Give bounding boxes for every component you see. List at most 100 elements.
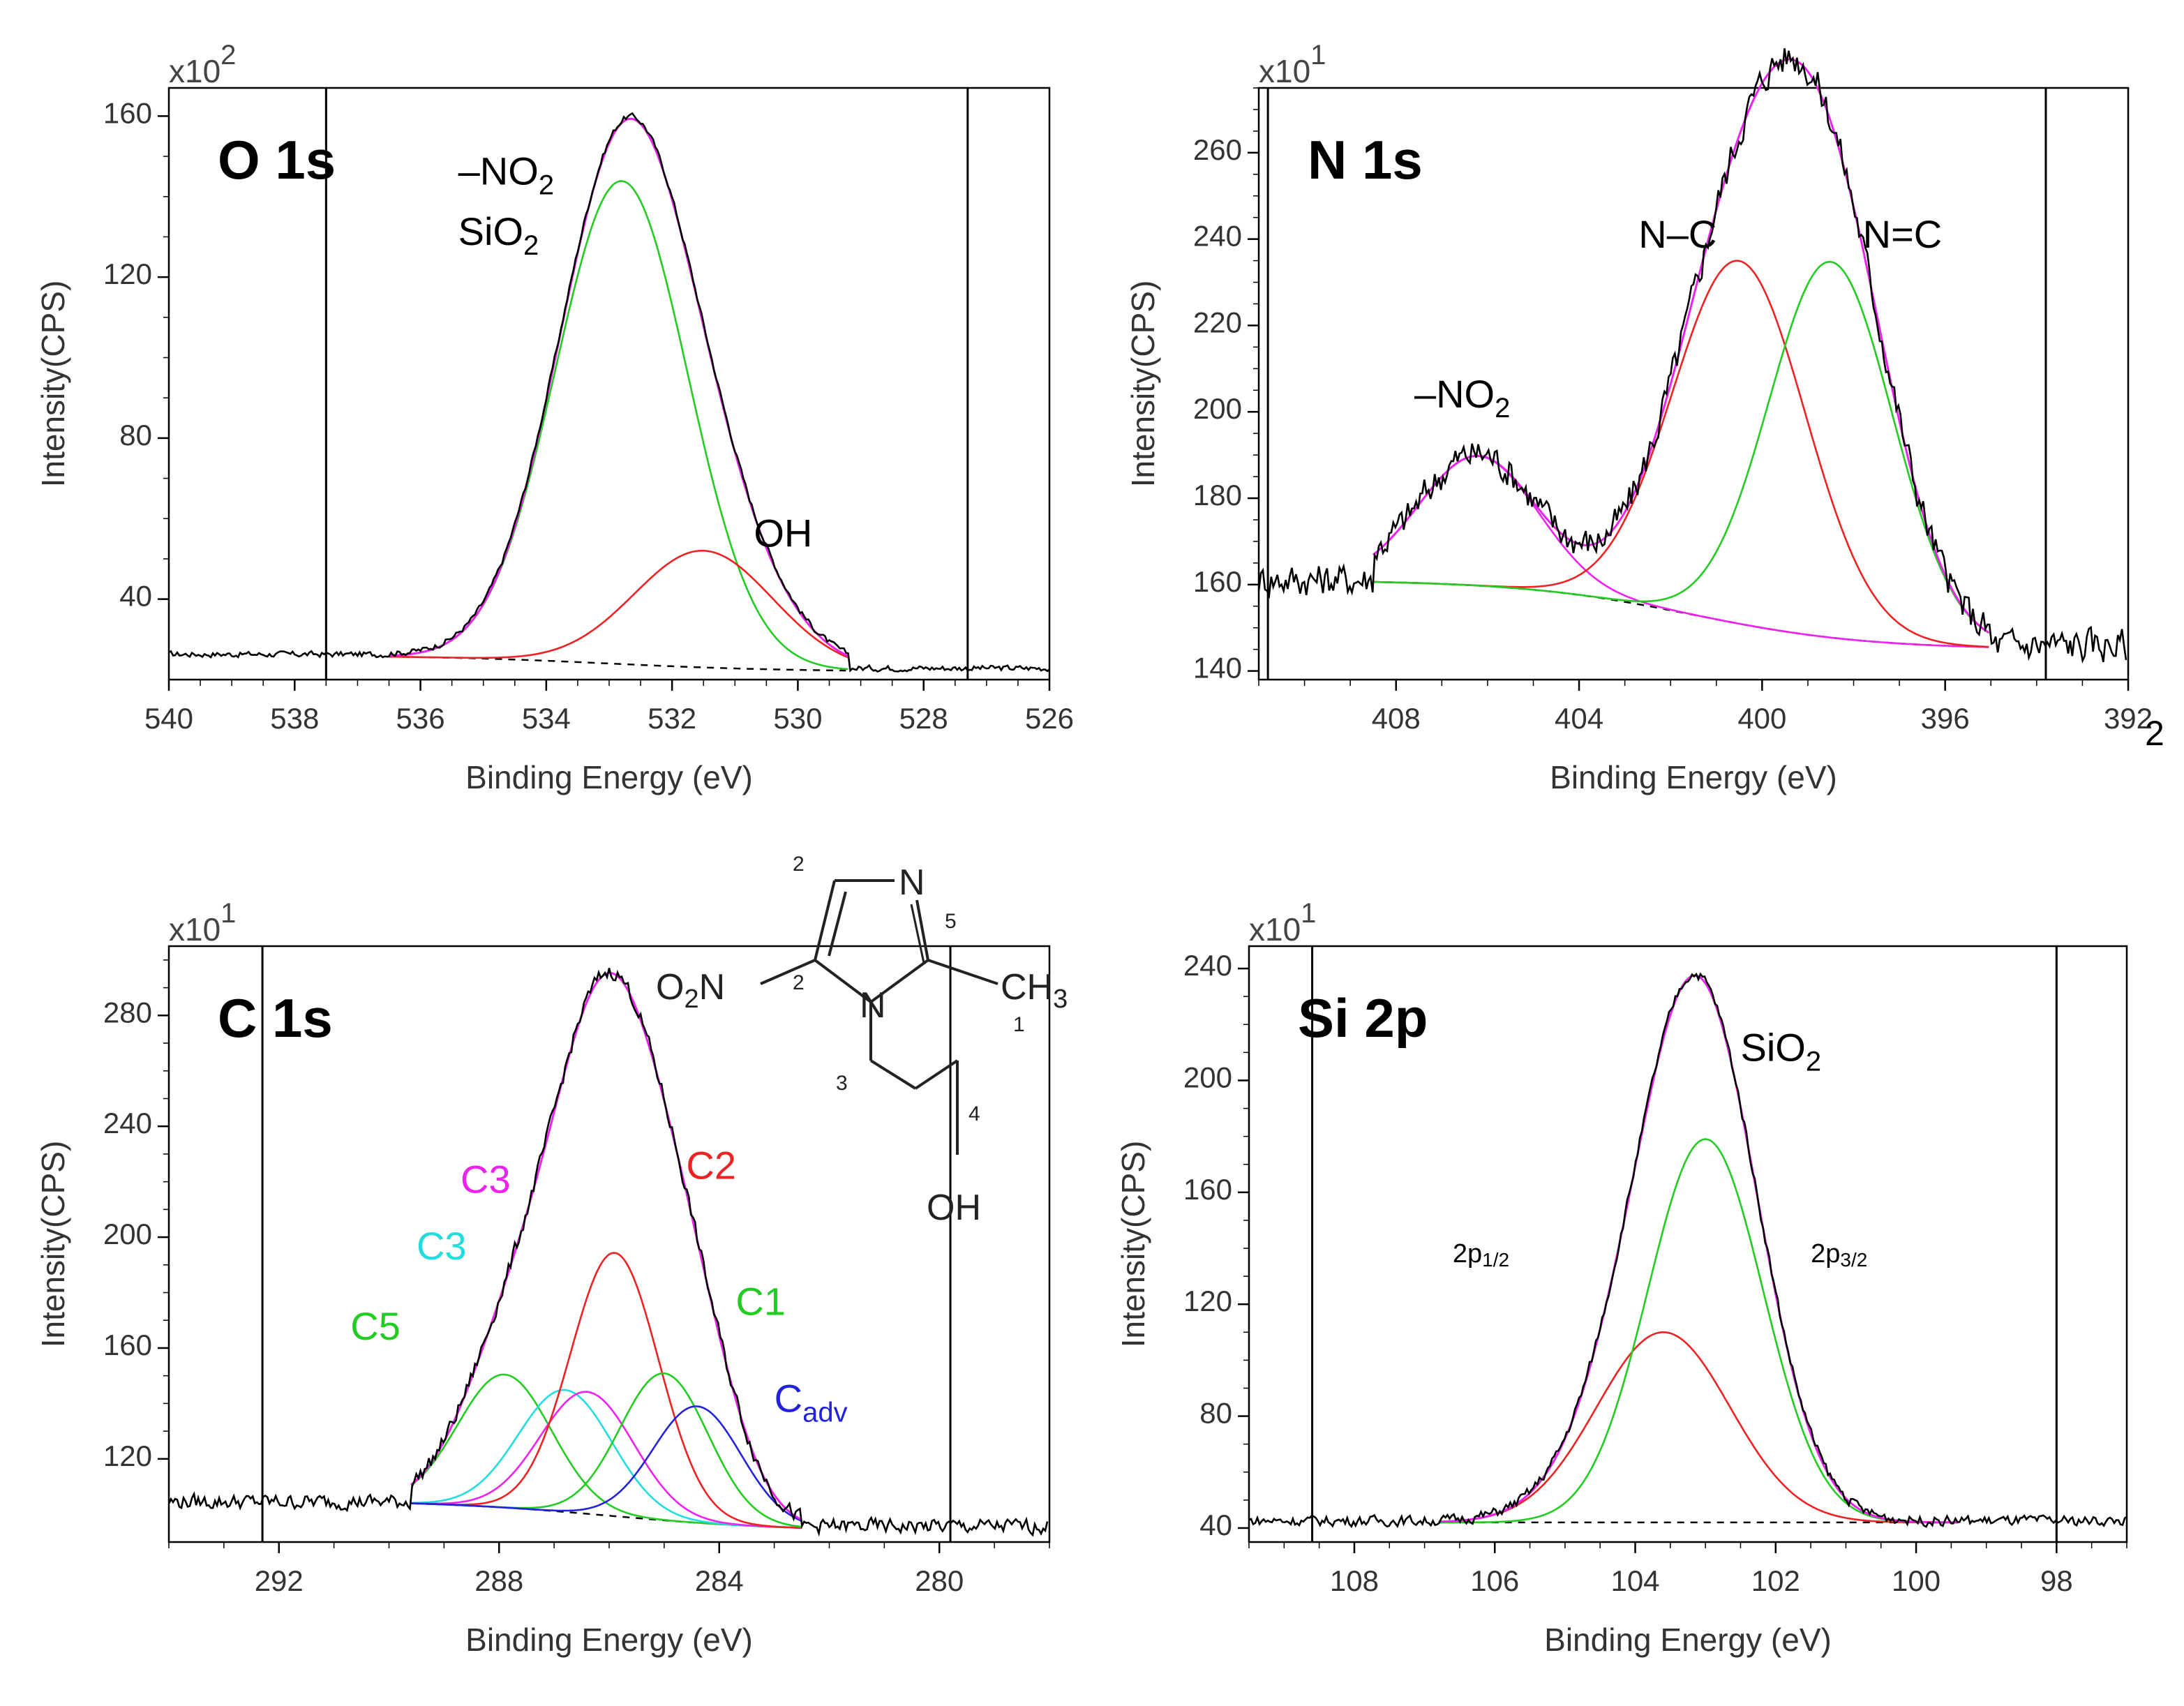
x-tick-label: 532 — [648, 702, 696, 735]
y-axis-label: Intensity(CPS) — [1115, 1141, 1151, 1348]
raw-spectrum — [1248, 972, 2127, 1529]
bond-line — [828, 891, 847, 957]
x-tick-label: 400 — [1737, 702, 1786, 735]
x-axis-label: Binding Energy (eV) — [465, 1622, 753, 1658]
fit-envelope — [1438, 974, 1959, 1524]
panel-title: O 1s — [218, 129, 336, 190]
panel-title: N 1s — [1308, 129, 1423, 190]
axis-multiplier-exponent: 1 — [1301, 898, 1316, 929]
y-tick-label: 260 — [1193, 133, 1242, 166]
axis-multiplier-exponent: 1 — [220, 898, 236, 929]
n1s-extra-tick-digit: 2 — [2145, 714, 2164, 753]
y-tick-label: 120 — [1183, 1285, 1232, 1317]
peak-annotation: –NO2 — [458, 149, 554, 200]
x-tick-label: 106 — [1470, 1564, 1519, 1597]
peak-annotation-subscript: 2 — [539, 170, 554, 200]
y-axis-label: Intensity(CPS) — [35, 1141, 71, 1348]
peak-annotation-subscript: 2 — [523, 230, 539, 261]
y-tick-label: 80 — [1199, 1397, 1232, 1430]
panel-title: C 1s — [218, 987, 333, 1049]
molecule-hydroxyl: OH — [927, 1188, 981, 1228]
x-tick-label: 540 — [144, 702, 193, 735]
panel-title: Si 2p — [1298, 987, 1428, 1049]
fit-component-1 — [1438, 1331, 1959, 1524]
bond-line — [814, 959, 872, 1003]
peak-annotation: C5 — [350, 1304, 401, 1348]
y-tick-label: 140 — [1193, 652, 1242, 684]
molecule-nitro-n: N — [699, 967, 726, 1008]
peak-annotation: N–C — [1638, 212, 1716, 256]
peak-annotation-subscript: 1/2 — [1482, 1249, 1509, 1271]
x-tick-label: 526 — [1025, 702, 1074, 735]
x-tick-label: 280 — [915, 1564, 964, 1597]
fit-envelope — [410, 972, 802, 1521]
y-tick-label: 160 — [103, 96, 152, 129]
carbon-position-number: 5 — [945, 910, 957, 933]
peak-annotation-subscript: 2 — [1495, 393, 1510, 424]
plot-frame — [1248, 945, 2128, 1543]
y-tick-label: 240 — [1183, 949, 1232, 982]
molecule-ring-n: N — [899, 862, 925, 903]
carbon-position-number: 1 — [1013, 1013, 1025, 1036]
x-tick-label: 292 — [255, 1564, 304, 1597]
x-axis-label: Binding Energy (eV) — [1544, 1622, 1832, 1658]
raw-spectrum — [167, 968, 1049, 1537]
x-tick-label: 392 — [2104, 702, 2153, 735]
panel-n1s: 408 404 400 396 392 140 160 180 200 220 240 260 Bind… — [1125, 40, 2153, 795]
x-tick-label: 536 — [396, 702, 445, 735]
y-tick-label: 220 — [1193, 306, 1242, 338]
x-tick-label: 408 — [1372, 702, 1421, 735]
y-tick-label: 240 — [1193, 220, 1242, 253]
molecule-nitro-subscript: 2 — [684, 985, 698, 1014]
bond-line — [869, 1059, 917, 1090]
x-tick-label: 538 — [270, 702, 319, 735]
x-axis-label: Binding Energy (eV) — [1550, 759, 1837, 795]
y-tick-label: 240 — [103, 1107, 152, 1139]
y-tick-label: 200 — [103, 1218, 152, 1250]
peak-annotation: N=C — [1863, 212, 1943, 256]
molecule-methyl-subscript: 3 — [1053, 985, 1068, 1014]
y-tick-label: 200 — [1183, 1061, 1232, 1093]
raw-spectrum — [168, 112, 1050, 673]
bond-line — [869, 959, 929, 1003]
y-tick-label: 40 — [1199, 1509, 1232, 1541]
peak-annotation: C3 — [461, 1158, 511, 1202]
y-tick-label: 160 — [103, 1329, 152, 1361]
x-tick-label: 404 — [1555, 702, 1603, 735]
fit-component-2 — [389, 549, 848, 659]
carbon-position-number: 3 — [836, 1072, 848, 1095]
bond-line — [915, 899, 929, 961]
y-tick-label: 200 — [1193, 392, 1242, 425]
x-tick-label: 108 — [1330, 1564, 1379, 1597]
peak-annotation-subscript: 3/2 — [1840, 1249, 1867, 1271]
plot-frame — [1257, 87, 2130, 681]
x-tick-label: 98 — [2040, 1564, 2073, 1597]
peak-annotation-subscript: adv — [802, 1397, 848, 1428]
y-tick-label: 160 — [1183, 1173, 1232, 1206]
bond-line — [927, 959, 998, 985]
x-axis-label: Binding Energy (eV) — [465, 759, 753, 795]
bond-line — [910, 904, 925, 964]
x-tick-label: 534 — [522, 702, 571, 735]
y-tick-label: 80 — [119, 419, 152, 451]
x-tick-label: 284 — [695, 1564, 744, 1597]
carbon-position-number: 2 — [793, 853, 805, 876]
y-tick-label: 120 — [103, 1439, 152, 1472]
carbon-position-number: 4 — [968, 1102, 980, 1125]
peak-annotation-subscript: 2 — [1806, 1046, 1821, 1077]
y-tick-label: 160 — [1193, 565, 1242, 598]
y-tick-label: 40 — [119, 580, 152, 613]
x-tick-label: 102 — [1751, 1564, 1800, 1597]
background-baseline — [389, 655, 846, 672]
y-axis-label: Intensity(CPS) — [1125, 280, 1161, 488]
x-tick-label: 100 — [1892, 1564, 1940, 1597]
peak-annotation: C3 — [417, 1224, 467, 1268]
panel-o1s: 540 538 536 534 532 530 528 526 40 80 120 160 Bindin… — [35, 40, 1074, 795]
x-tick-label: 528 — [899, 702, 948, 735]
axis-multiplier-exponent: 1 — [1310, 40, 1326, 70]
bond-line — [760, 959, 816, 985]
fit-component-3 — [410, 1391, 802, 1529]
